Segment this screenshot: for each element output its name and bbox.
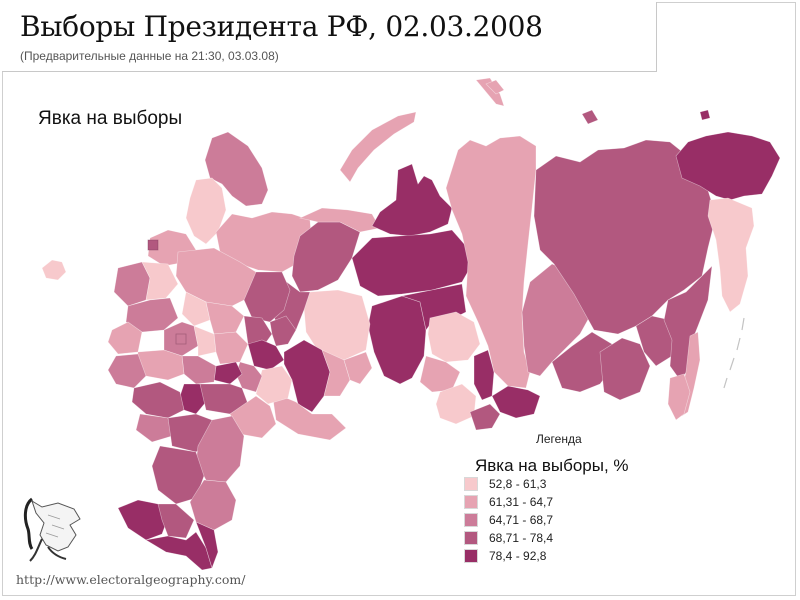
region-novosibirsk[interactable] xyxy=(427,311,481,363)
region-orel-kursk[interactable] xyxy=(131,381,185,419)
region-chukotka[interactable] xyxy=(675,131,781,201)
legend-label: 61,31 - 64,7 xyxy=(489,495,554,509)
legend-item: 64,71 - 68,7 xyxy=(464,511,553,529)
region-novaya-zemlya[interactable] xyxy=(339,111,417,183)
legend-swatch xyxy=(464,513,478,527)
legend-label: 68,71 - 78,4 xyxy=(489,531,554,545)
legend-swatch xyxy=(464,495,478,509)
region-wrangel[interactable] xyxy=(699,109,711,121)
region-nizhny[interactable] xyxy=(213,331,249,365)
region-samara[interactable] xyxy=(255,365,293,405)
region-primorye[interactable] xyxy=(667,373,691,421)
legend-label: 78,4 - 92,8 xyxy=(489,549,547,563)
legend-item: 78,4 - 92,8 xyxy=(464,547,553,565)
region-udmurtia[interactable] xyxy=(269,315,297,347)
region-sverdlovsk[interactable] xyxy=(303,289,371,361)
electoral-geography-logo-icon xyxy=(23,497,81,562)
region-kirov[interactable] xyxy=(243,271,291,323)
title-box: Выборы Президента РФ, 02.03.2008 (Предва… xyxy=(2,2,657,72)
region-kaliningrad[interactable] xyxy=(41,259,67,281)
legend-swatch xyxy=(464,531,478,545)
legend-label: 64,71 - 68,7 xyxy=(489,513,554,527)
region-severnaya-zemlya[interactable] xyxy=(485,79,505,95)
legend-item: 52,8 - 61,3 xyxy=(464,475,553,493)
region-st-petersburg[interactable] xyxy=(147,239,159,251)
region-dagestan[interactable] xyxy=(195,521,219,569)
region-mari-chuvash[interactable] xyxy=(243,315,273,349)
region-murmansk[interactable] xyxy=(204,131,269,207)
region-tyumen[interactable] xyxy=(367,295,427,385)
region-altai[interactable] xyxy=(435,383,477,425)
region-belgorod[interactable] xyxy=(135,413,173,443)
legend-label: 52,8 - 61,3 xyxy=(489,477,547,491)
legend-item: 68,71 - 78,4 xyxy=(464,529,553,547)
region-franz-josef[interactable] xyxy=(475,77,505,107)
kuril-islands xyxy=(723,317,745,389)
region-bashkortostan[interactable] xyxy=(283,339,331,413)
page-subtitle: (Предварительные данные на 21:30, 03.03.… xyxy=(20,49,279,63)
region-yaroslavl[interactable] xyxy=(181,291,211,327)
region-gorno-altai[interactable] xyxy=(469,403,501,431)
region-ryazan[interactable] xyxy=(181,355,217,385)
region-rostov[interactable] xyxy=(151,445,205,505)
region-yamal[interactable] xyxy=(371,163,453,237)
source-url[interactable]: http://www.electoralgeography.com/ xyxy=(16,572,246,587)
legend-item: 61,31 - 64,7 xyxy=(464,493,553,511)
region-moscow-city[interactable] xyxy=(175,333,187,345)
region-vladimir[interactable] xyxy=(193,325,217,357)
region-kamchatka[interactable] xyxy=(707,197,755,313)
region-kostroma[interactable] xyxy=(205,301,245,335)
region-astrakhan-kalmykia[interactable] xyxy=(189,479,237,531)
region-karelia[interactable] xyxy=(185,177,227,245)
legend: 52,8 - 61,3 61,31 - 64,7 64,71 - 68,7 68… xyxy=(464,475,553,565)
region-mordovia[interactable] xyxy=(213,361,243,385)
legend-title: Явка на выборы, % xyxy=(475,456,629,475)
legend-swatch xyxy=(464,477,478,491)
region-stavropol[interactable] xyxy=(157,503,195,539)
region-orenburg[interactable] xyxy=(271,391,347,441)
region-zabaikalsky[interactable] xyxy=(599,337,651,401)
legend-swatch xyxy=(464,549,478,563)
region-novgorod[interactable] xyxy=(141,261,179,301)
region-vologda[interactable] xyxy=(175,247,257,307)
legend-caption: Легенда xyxy=(536,432,582,446)
region-new-siberian[interactable] xyxy=(581,109,599,125)
region-pskov[interactable] xyxy=(113,261,151,307)
page-title: Выборы Президента РФ, 02.03.2008 xyxy=(20,10,543,43)
region-kurgan[interactable] xyxy=(343,351,373,385)
map-heading: Явка на выборы xyxy=(38,108,183,129)
